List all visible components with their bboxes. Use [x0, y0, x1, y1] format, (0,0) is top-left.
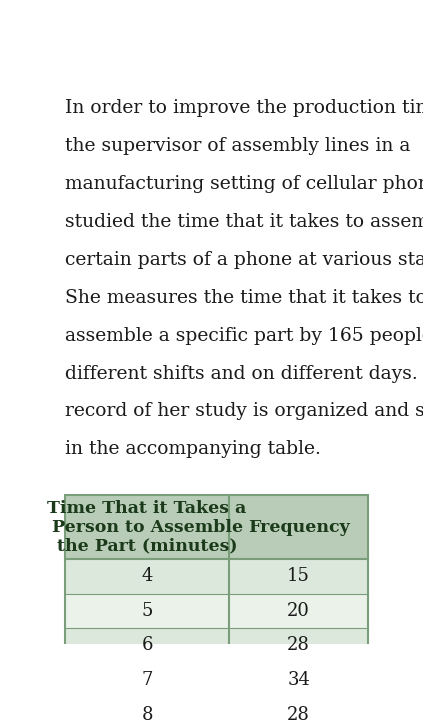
- Bar: [229, 628, 368, 662]
- Text: 28: 28: [287, 636, 310, 654]
- Text: record of her study is organized and shown: record of her study is organized and sho…: [65, 403, 423, 421]
- Text: assemble a specific part by 165 people at: assemble a specific part by 165 people a…: [65, 327, 423, 345]
- Bar: [65, 594, 229, 628]
- Bar: [65, 495, 229, 559]
- Bar: [65, 495, 368, 724]
- Bar: [229, 495, 368, 559]
- Text: certain parts of a phone at various stations.: certain parts of a phone at various stat…: [65, 251, 423, 269]
- Text: 8: 8: [141, 706, 153, 723]
- Text: Frequency: Frequency: [248, 518, 349, 536]
- Text: 28: 28: [287, 706, 310, 723]
- Text: 5: 5: [141, 602, 153, 620]
- Bar: [65, 697, 229, 724]
- Bar: [229, 697, 368, 724]
- Text: manufacturing setting of cellular phones has: manufacturing setting of cellular phones…: [65, 175, 423, 193]
- Text: Person to Assemble: Person to Assemble: [52, 518, 243, 536]
- Text: 7: 7: [141, 671, 153, 689]
- Bar: [65, 662, 229, 697]
- Text: She measures the time that it takes to: She measures the time that it takes to: [65, 289, 423, 307]
- Bar: [229, 559, 368, 594]
- Text: different shifts and on different days. The: different shifts and on different days. …: [65, 364, 423, 382]
- Text: 6: 6: [141, 636, 153, 654]
- Text: In order to improve the production time,: In order to improve the production time,: [65, 99, 423, 117]
- Text: the Part (minutes): the Part (minutes): [57, 537, 237, 555]
- Text: 34: 34: [287, 671, 310, 689]
- Text: Time That it Takes a: Time That it Takes a: [47, 500, 247, 516]
- Text: studied the time that it takes to assemble: studied the time that it takes to assemb…: [65, 213, 423, 231]
- Bar: [229, 662, 368, 697]
- Text: 20: 20: [287, 602, 310, 620]
- Bar: [65, 559, 229, 594]
- Text: the supervisor of assembly lines in a: the supervisor of assembly lines in a: [65, 137, 411, 155]
- Text: 15: 15: [287, 568, 310, 585]
- Bar: [65, 628, 229, 662]
- Text: in the accompanying table.: in the accompanying table.: [65, 440, 321, 458]
- Text: 4: 4: [141, 568, 153, 585]
- Bar: [229, 594, 368, 628]
